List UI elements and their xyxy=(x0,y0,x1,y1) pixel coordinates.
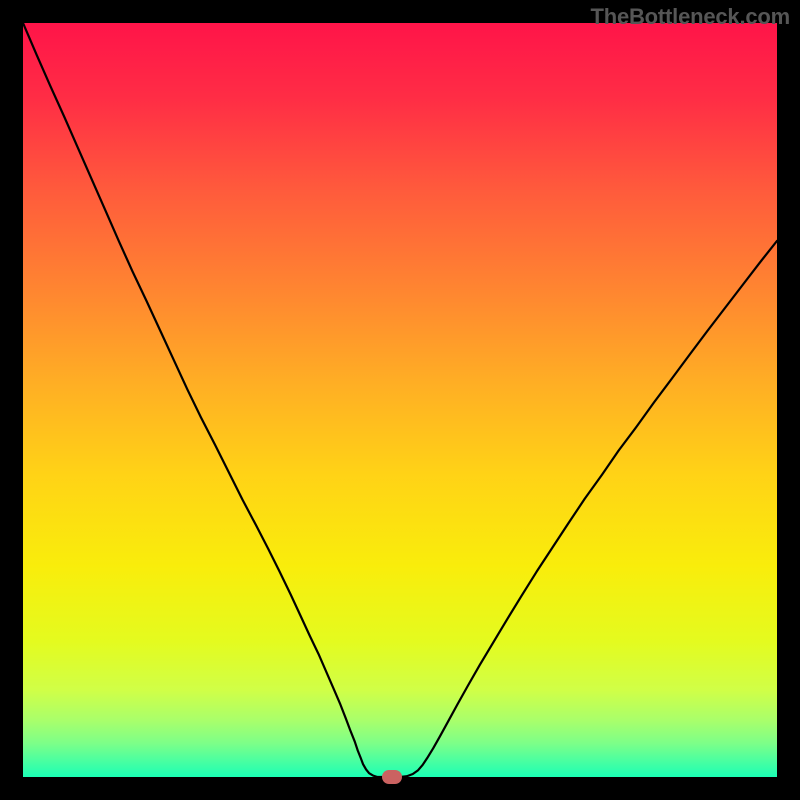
optimum-marker xyxy=(382,770,402,784)
watermark-text: TheBottleneck.com xyxy=(590,4,790,30)
bottleneck-curve xyxy=(23,23,777,777)
plot-area xyxy=(23,23,777,777)
chart-frame: TheBottleneck.com xyxy=(0,0,800,800)
